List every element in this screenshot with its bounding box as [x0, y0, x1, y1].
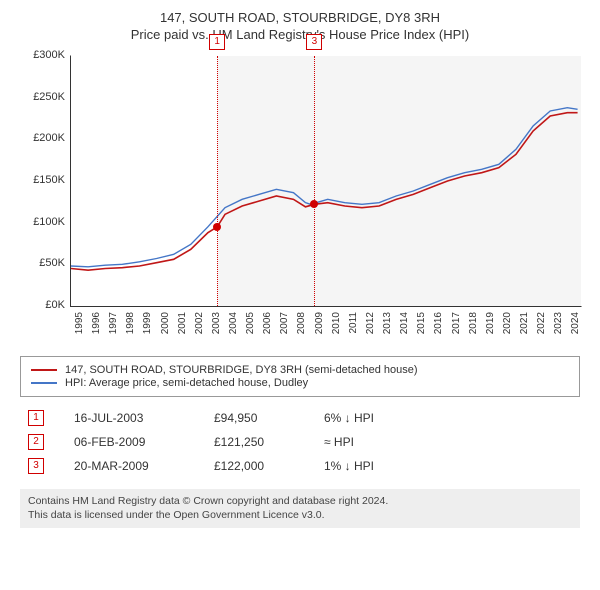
- x-tick-label: 2009: [314, 312, 325, 334]
- x-tick-label: 1999: [142, 312, 153, 334]
- copyright-footer: Contains HM Land Registry data © Crown c…: [20, 489, 580, 528]
- x-tick-label: 1997: [108, 312, 119, 334]
- legend-box: 147, SOUTH ROAD, STOURBRIDGE, DY8 3RH (s…: [20, 356, 580, 397]
- x-tick-label: 2020: [502, 312, 513, 334]
- x-tick-label: 2017: [451, 312, 462, 334]
- transaction-date: 16-JUL-2003: [74, 411, 204, 425]
- y-tick-label: £250K: [33, 91, 65, 103]
- legend-swatch: [31, 369, 57, 371]
- event-marker: 3: [306, 34, 322, 50]
- y-tick-label: £50K: [39, 257, 65, 269]
- x-tick-label: 2003: [211, 312, 222, 334]
- footer-line-1: Contains HM Land Registry data © Crown c…: [28, 495, 572, 509]
- x-tick-label: 2011: [348, 312, 359, 334]
- y-tick-label: £0K: [45, 299, 65, 311]
- legend-item: 147, SOUTH ROAD, STOURBRIDGE, DY8 3RH (s…: [31, 364, 569, 376]
- x-tick-label: 2000: [160, 312, 171, 334]
- event-line: [314, 56, 315, 306]
- x-tick-label: 2007: [279, 312, 290, 334]
- x-tick-label: 2015: [416, 312, 427, 334]
- series-property: [71, 113, 578, 271]
- legend-label: HPI: Average price, semi-detached house,…: [65, 377, 308, 389]
- event-dot: [310, 200, 318, 208]
- legend-label: 147, SOUTH ROAD, STOURBRIDGE, DY8 3RH (s…: [65, 364, 418, 376]
- transaction-price: £122,000: [214, 459, 314, 473]
- y-tick-label: £100K: [33, 216, 65, 228]
- x-tick-label: 2021: [519, 312, 530, 334]
- x-tick-label: 2018: [468, 312, 479, 334]
- transaction-row: 3 20-MAR-2009 £122,000 1% ↓ HPI: [20, 455, 580, 479]
- x-tick-label: 2016: [433, 312, 444, 334]
- transaction-delta: 1% ↓ HPI: [324, 459, 580, 473]
- x-tick-label: 2010: [331, 312, 342, 334]
- x-tick-label: 2002: [194, 312, 205, 334]
- chart-subtitle: Price paid vs. HM Land Registry's House …: [10, 27, 590, 42]
- x-tick-label: 2024: [570, 312, 581, 334]
- page-root: 147, SOUTH ROAD, STOURBRIDGE, DY8 3RH Pr…: [0, 0, 600, 590]
- transaction-table: 1 16-JUL-2003 £94,950 6% ↓ HPI 2 06-FEB-2009 £…: [20, 407, 580, 479]
- transaction-id-box: 2: [28, 434, 44, 450]
- transaction-row: 2 06-FEB-2009 £121,250 ≈ HPI: [20, 431, 580, 455]
- y-tick-label: £150K: [33, 174, 65, 186]
- event-line: [217, 56, 218, 306]
- x-tick-label: 2001: [177, 312, 188, 334]
- transaction-id-box: 1: [28, 410, 44, 426]
- x-tick-label: 2023: [553, 312, 564, 334]
- x-tick-label: 2004: [228, 312, 239, 334]
- chart-lines: [71, 56, 581, 306]
- transaction-price: £94,950: [214, 411, 314, 425]
- x-tick-label: 2005: [245, 312, 256, 334]
- x-tick-label: 1996: [91, 312, 102, 334]
- transaction-id-box: 3: [28, 458, 44, 474]
- x-tick-label: 2014: [399, 312, 410, 334]
- transaction-date: 20-MAR-2009: [74, 459, 204, 473]
- event-marker: 1: [209, 34, 225, 50]
- x-tick-label: 1995: [74, 312, 85, 334]
- transaction-date: 06-FEB-2009: [74, 435, 204, 449]
- y-tick-label: £300K: [33, 49, 65, 61]
- plot-region: 13: [70, 55, 582, 307]
- transaction-row: 1 16-JUL-2003 £94,950 6% ↓ HPI: [20, 407, 580, 431]
- x-tick-label: 2013: [382, 312, 393, 334]
- footer-line-2: This data is licensed under the Open Gov…: [28, 509, 572, 523]
- y-tick-label: £200K: [33, 132, 65, 144]
- x-tick-label: 2006: [262, 312, 273, 334]
- x-tick-label: 2022: [536, 312, 547, 334]
- transaction-delta: 6% ↓ HPI: [324, 411, 580, 425]
- transaction-delta: ≈ HPI: [324, 435, 580, 449]
- legend-swatch: [31, 382, 57, 384]
- x-tick-label: 2008: [296, 312, 307, 334]
- x-tick-label: 2019: [485, 312, 496, 334]
- transaction-price: £121,250: [214, 435, 314, 449]
- x-tick-label: 1998: [125, 312, 136, 334]
- series-hpi: [71, 108, 578, 267]
- chart-area: 13 £0K £50K £100K £150K £200K £250K £300K 1995 1…: [20, 50, 580, 350]
- legend-item: HPI: Average price, semi-detached house,…: [31, 377, 569, 389]
- x-tick-label: 2012: [365, 312, 376, 334]
- event-dot: [213, 223, 221, 231]
- chart-title: 147, SOUTH ROAD, STOURBRIDGE, DY8 3RH: [10, 10, 590, 25]
